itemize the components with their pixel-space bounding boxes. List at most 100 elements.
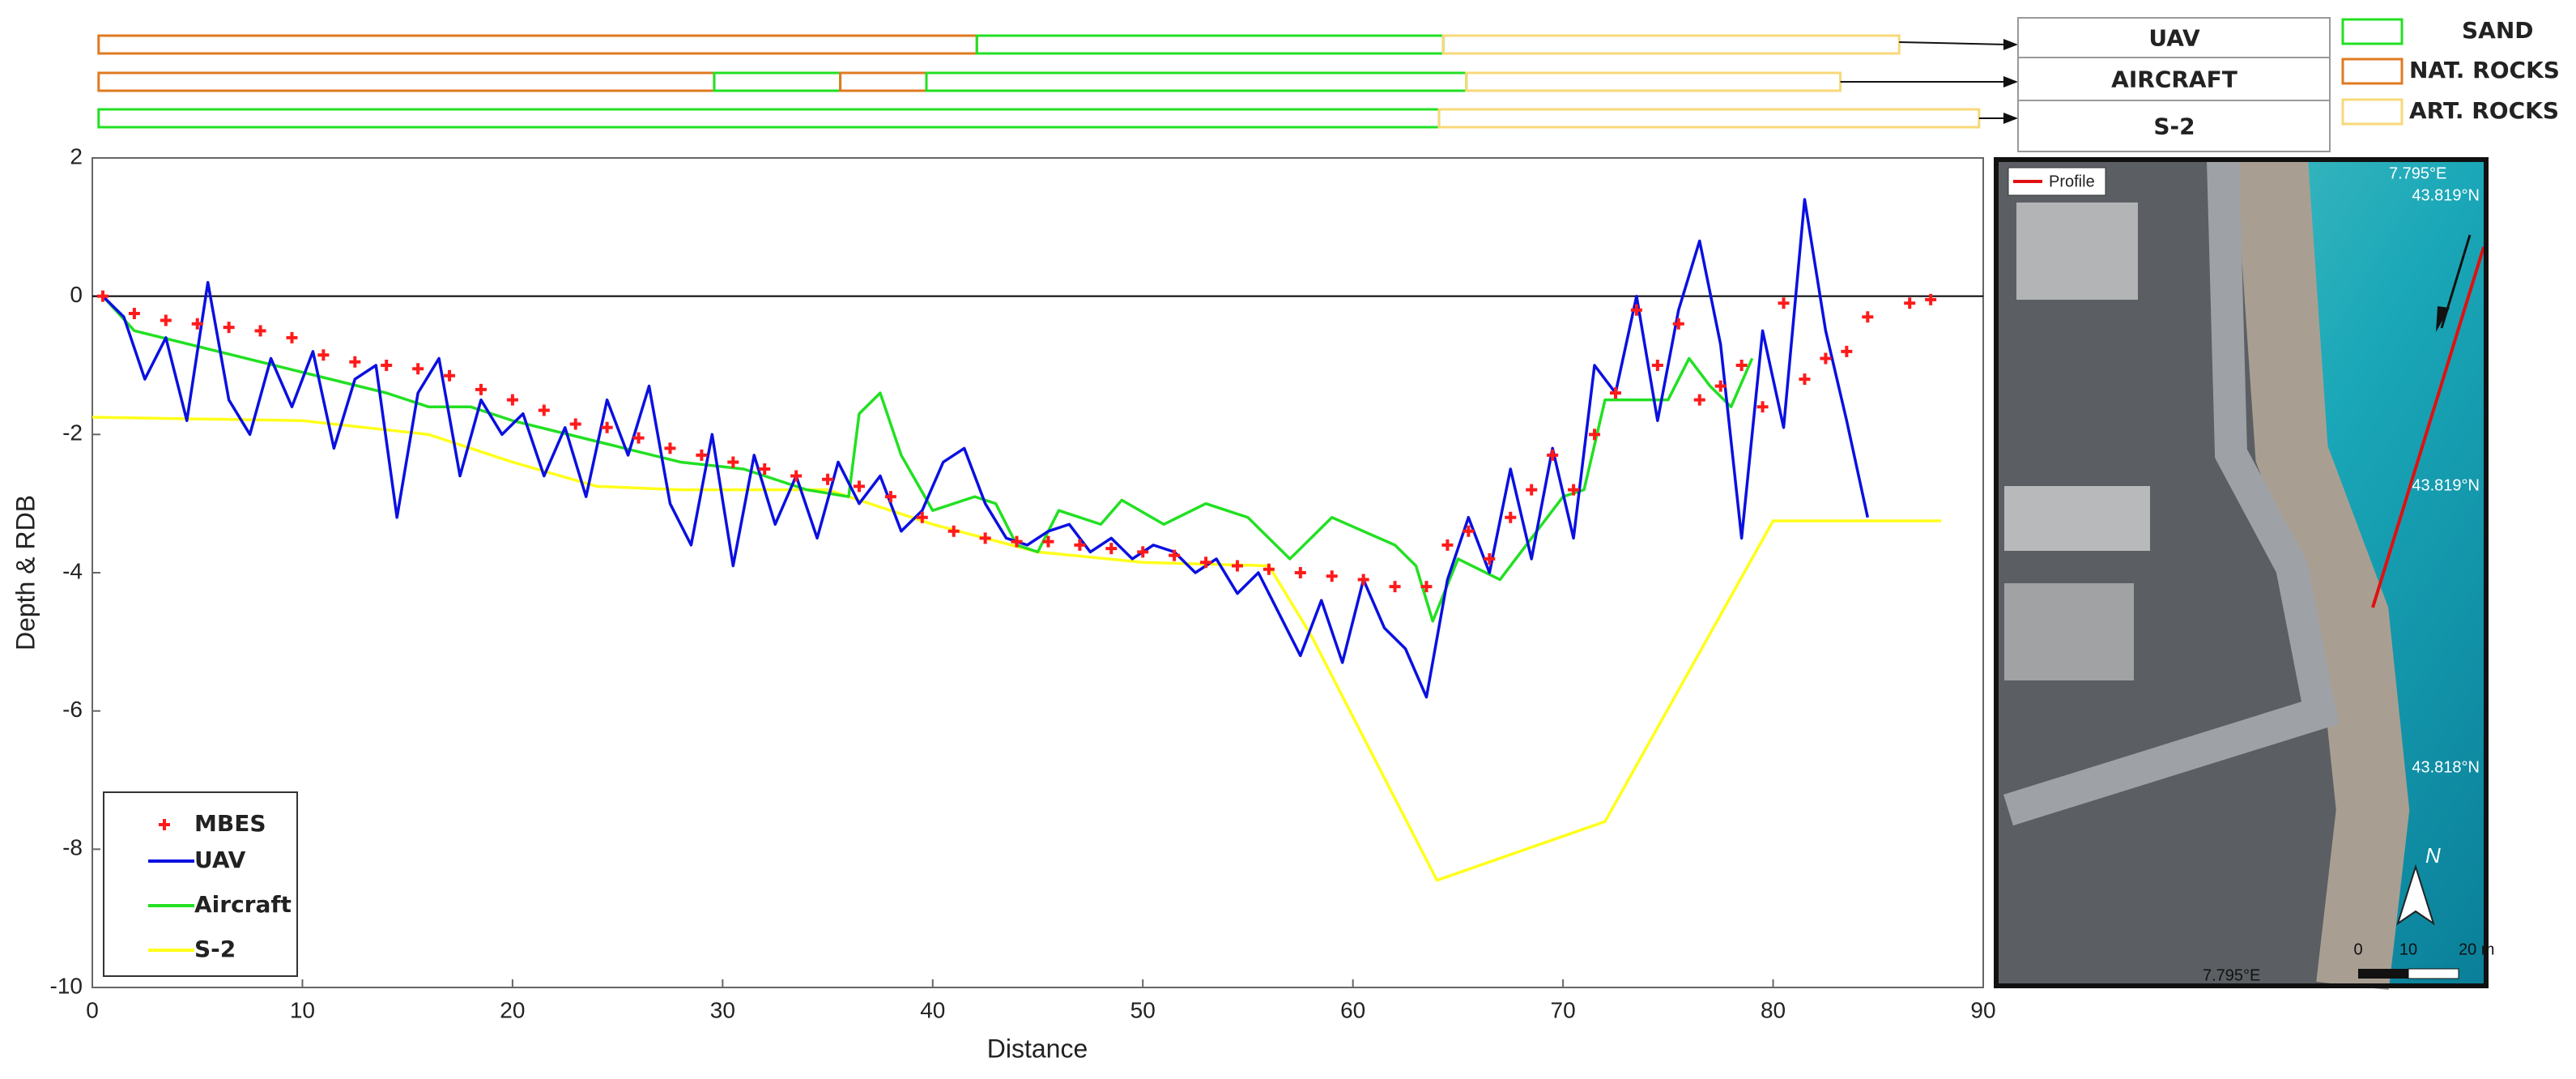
marker <box>1925 293 1937 305</box>
marker <box>223 322 235 334</box>
x-tick-label: 10 <box>290 997 315 1022</box>
map-lat: 43.818°N <box>2412 758 2480 776</box>
marker <box>538 404 550 416</box>
marker <box>1820 352 1832 365</box>
marker <box>1169 549 1181 561</box>
marker <box>1651 360 1663 371</box>
strip-segment <box>839 71 928 92</box>
marker <box>979 532 991 544</box>
marker <box>947 525 960 537</box>
marker <box>1672 318 1684 330</box>
map-lat: 43.819°N <box>2412 476 2480 494</box>
strip-segment <box>1441 34 1901 55</box>
strip-segment <box>1465 71 1842 92</box>
marker <box>444 369 456 382</box>
marker <box>727 456 739 468</box>
y-tick-label: -10 <box>50 973 83 998</box>
marker <box>1357 574 1369 586</box>
marker <box>1714 380 1727 392</box>
marker <box>1778 297 1790 309</box>
marker <box>1262 563 1275 575</box>
strip-segment <box>1437 108 1981 129</box>
y-axis-label: Depth & RDB <box>11 495 40 650</box>
marker <box>1326 570 1338 582</box>
map-boats <box>2004 583 2134 680</box>
marker <box>1200 557 1212 569</box>
legend-marker <box>159 819 170 830</box>
map-lat: 43.819°N <box>2412 186 2480 204</box>
marker <box>1105 543 1118 555</box>
scale-label: 10 <box>2399 940 2417 958</box>
marker <box>317 349 330 361</box>
marker <box>1799 373 1811 386</box>
strip-segment <box>713 71 842 92</box>
class-swatch <box>2341 58 2404 85</box>
strip-label-box <box>2017 17 2331 58</box>
x-tick-label: 30 <box>710 997 735 1022</box>
marker <box>1693 394 1705 406</box>
marker <box>1756 401 1769 413</box>
marker <box>286 331 298 343</box>
class-label: ART. ROCKS <box>2409 97 2559 124</box>
map-arrow-head <box>2436 306 2450 332</box>
strip-arrow-head <box>2003 39 2018 50</box>
map-legend: Profile <box>2049 173 2095 190</box>
plot-frame <box>92 157 1984 988</box>
map-quay <box>2003 159 2340 826</box>
strip-segment <box>97 34 978 55</box>
strip-segment <box>975 34 1445 55</box>
marker <box>1389 581 1401 593</box>
marker <box>1484 552 1496 565</box>
strip-label: AIRCRAFT <box>2111 66 2238 93</box>
marker <box>822 473 834 485</box>
map-lon: 7.795°E <box>2203 966 2260 984</box>
marker <box>884 491 896 503</box>
class-label: SAND <box>2462 17 2534 44</box>
y-tick-label: -2 <box>62 420 83 446</box>
marker <box>1137 546 1149 558</box>
map: Profile 7.795°E 43.819°N 43.819°N 43.818… <box>1994 156 2494 991</box>
scale-bar <box>2358 969 2408 979</box>
marker <box>1589 429 1601 441</box>
marker <box>569 418 581 430</box>
map-profile-line <box>2371 246 2485 608</box>
plot: 0 10 20 30 40 50 60 70 80 90 -10 -8 -6 -4 -2 0 2 <box>50 143 1996 1022</box>
strip-segment <box>97 71 716 92</box>
x-tick-label: 70 <box>1551 997 1576 1022</box>
marker <box>696 449 708 461</box>
marker <box>1547 449 1559 461</box>
class-swatch <box>2341 18 2404 45</box>
class-label: NAT. ROCKS <box>2409 57 2560 83</box>
legend-label: S-2 <box>194 936 236 962</box>
x-axis-label: Distance <box>987 1034 1088 1063</box>
marker <box>1074 539 1086 551</box>
marker <box>412 363 424 375</box>
strip-label: UAV <box>2148 25 2200 52</box>
marker <box>1505 511 1517 523</box>
x-tick-label: 90 <box>1970 997 1995 1022</box>
marker <box>1568 484 1580 496</box>
marker <box>1735 360 1748 371</box>
north-arrow <box>2396 864 2435 926</box>
y-tick-label: -6 <box>62 697 83 722</box>
marker <box>790 470 803 482</box>
map-breakwater <box>2235 156 2410 991</box>
marker <box>1441 539 1454 551</box>
x-tick-label: 20 <box>500 997 525 1022</box>
map-frame <box>1994 157 2489 988</box>
marker <box>1904 297 1916 309</box>
marker <box>1231 560 1243 572</box>
scale-label: 0 <box>2353 940 2362 958</box>
x-tick-label: 40 <box>920 997 945 1022</box>
legend-label: MBES <box>194 810 266 837</box>
y-tick-label: 2 <box>70 143 83 168</box>
marker <box>853 480 865 493</box>
x-tick-label: 60 <box>1340 997 1365 1022</box>
legend-box <box>103 791 298 977</box>
y-tick-label: -4 <box>62 558 83 583</box>
series-line <box>101 198 1870 699</box>
map-boats <box>2004 486 2150 551</box>
marker <box>1841 345 1853 357</box>
scale-bar <box>2408 968 2459 979</box>
